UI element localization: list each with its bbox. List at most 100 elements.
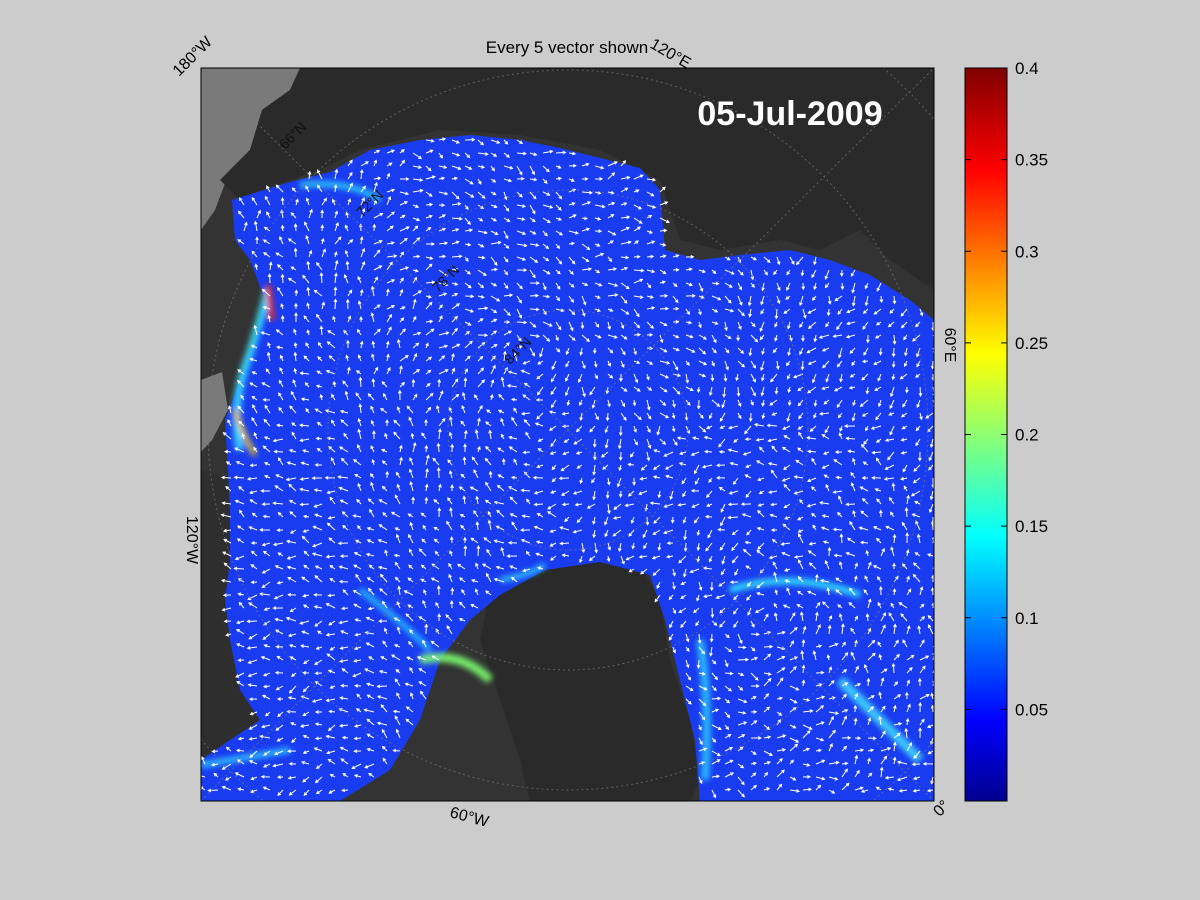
drift-vector (385, 419, 389, 427)
drift-vector (420, 578, 427, 583)
drift-vector (412, 352, 418, 362)
drift-vector (264, 711, 271, 717)
drift-vector (551, 477, 557, 483)
drift-vector (366, 577, 375, 583)
drift-vector (277, 286, 284, 297)
drift-vector (473, 469, 479, 479)
drift-vector (365, 616, 375, 622)
drift-vector (476, 545, 481, 557)
drift-vector (620, 334, 628, 340)
drift-vector (533, 502, 544, 507)
drift-vector (252, 404, 258, 414)
drift-vector (916, 399, 921, 409)
drift-vector (789, 334, 793, 342)
drift-vector (246, 476, 258, 481)
drift-vector (261, 724, 271, 729)
drift-vector (770, 528, 778, 532)
drift-vector (774, 589, 779, 596)
drift-vector (516, 204, 527, 208)
drift-vector (906, 742, 912, 752)
drift-vector (568, 295, 575, 303)
drift-vector (841, 715, 847, 726)
drift-vector (719, 607, 726, 614)
drift-vector (272, 501, 284, 506)
drift-vector (516, 256, 527, 261)
drift-vector (863, 347, 869, 356)
drift-vector (880, 547, 885, 557)
drift-vector (302, 514, 310, 519)
drift-vector (581, 386, 586, 398)
drift-vector (221, 607, 232, 612)
drift-vector (876, 282, 882, 292)
drift-vector (697, 633, 702, 645)
drift-vector (366, 539, 375, 544)
drift-vector (329, 496, 336, 505)
drift-vector (612, 516, 622, 520)
drift-vector (304, 382, 310, 388)
drift-vector (750, 750, 757, 755)
drift-vector (919, 639, 925, 648)
drift-vector (511, 416, 518, 427)
drift-vector (698, 295, 705, 299)
drift-vector (906, 679, 910, 687)
drift-vector (339, 646, 349, 650)
drift-vector (464, 368, 468, 375)
drift-vector (815, 683, 823, 687)
drift-vector (477, 355, 484, 362)
drift-vector (328, 789, 336, 794)
drift-vector (425, 294, 432, 299)
drift-vector (360, 161, 369, 167)
drift-vector (646, 360, 654, 365)
drift-vector (646, 191, 655, 197)
drift-vector (287, 592, 297, 597)
drift-vector (339, 723, 349, 728)
drift-vector (678, 462, 687, 466)
drift-vector (555, 230, 564, 236)
drift-vector (461, 405, 466, 414)
drift-vector (802, 763, 811, 767)
drift-vector (381, 728, 388, 739)
drift-vector (516, 334, 522, 342)
drift-vector (399, 381, 406, 388)
drift-vector (813, 282, 817, 291)
drift-vector (487, 519, 492, 531)
drift-vector (425, 191, 433, 197)
drift-vector (534, 422, 544, 427)
drift-vector (341, 735, 349, 740)
drift-vector (451, 228, 460, 232)
drift-vector (797, 516, 804, 521)
drift-vector (680, 620, 687, 629)
drift-vector (802, 730, 811, 739)
drift-vector (797, 447, 804, 453)
drift-vector (646, 321, 655, 329)
drift-vector (737, 734, 746, 739)
drift-vector (899, 373, 908, 380)
drift-vector (757, 509, 765, 518)
drift-vector (438, 483, 442, 492)
drift-vector (592, 516, 596, 525)
drift-vector (396, 692, 401, 700)
drift-vector (620, 282, 630, 290)
drift-vector (314, 710, 322, 714)
drift-vector (799, 498, 804, 505)
drift-vector (737, 269, 744, 276)
drift-vector (430, 577, 440, 583)
drift-vector (267, 273, 272, 284)
drift-vector (594, 229, 603, 234)
drift-vector (809, 425, 817, 432)
drift-vector (837, 412, 843, 419)
drift-vector (633, 332, 642, 337)
drift-vector (539, 347, 544, 358)
drift-vector (880, 747, 892, 752)
drift-vector (280, 224, 285, 232)
drift-vector (663, 529, 674, 535)
drift-vector (685, 360, 690, 366)
drift-vector (696, 399, 701, 410)
drift-vector (500, 546, 505, 557)
drift-vector (841, 768, 848, 778)
drift-vector (835, 475, 843, 480)
drift-vector (262, 684, 271, 689)
drift-vector (386, 188, 396, 193)
drift-vector (845, 502, 856, 507)
drift-vector (874, 334, 882, 339)
